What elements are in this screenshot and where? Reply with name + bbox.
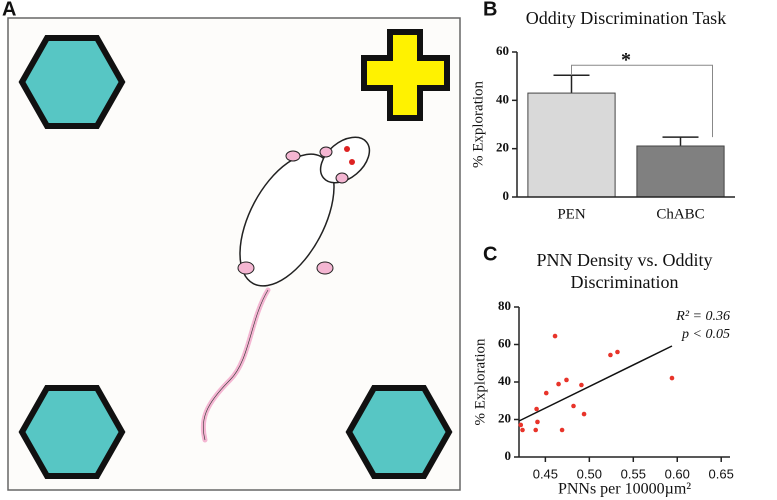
significance-star: * [621, 49, 631, 71]
point [556, 381, 561, 387]
y-tick-label: 60 [498, 335, 511, 350]
point [559, 427, 565, 433]
point [669, 375, 675, 381]
point [615, 349, 620, 355]
chart-title: Oddity Discrimination Task [526, 8, 726, 28]
point [543, 390, 549, 396]
point [608, 352, 613, 358]
x-tick-label: 0.65 [709, 466, 734, 481]
y-tick-label: 60 [496, 43, 509, 58]
bar [636, 145, 725, 198]
y-tick-label: 20 [496, 140, 509, 155]
arena [7, 17, 461, 491]
point [535, 419, 540, 425]
trend-line [518, 345, 673, 422]
rat [200, 136, 371, 443]
chart-title: Discrimination [571, 272, 679, 292]
point [518, 422, 524, 428]
panel-label: C [483, 243, 497, 265]
point [552, 333, 558, 339]
x-tick-label: 0.45 [533, 466, 558, 481]
y-tick-label: 0 [505, 448, 512, 463]
y-axis-label: % Exploration [472, 338, 488, 426]
p-value: p < 0.05 [681, 327, 730, 342]
x-tick-label: 0.55 [621, 466, 646, 481]
x-tick-label: 0.50 [577, 466, 602, 481]
hexagon [345, 385, 453, 479]
hexagon [18, 385, 126, 479]
point [533, 427, 539, 433]
y-tick-label: 40 [498, 373, 511, 388]
hexagon [18, 35, 126, 129]
x-tick-label: ChABC [656, 206, 704, 222]
x-axis-label: PNNs per 10000µm² [558, 481, 691, 498]
point [581, 411, 587, 417]
panel-label: B [483, 0, 497, 20]
y-tick-label: 0 [503, 188, 510, 203]
cross [361, 29, 450, 121]
bar [527, 92, 616, 198]
y-tick-label: 40 [496, 91, 509, 106]
y-tick-label: 80 [498, 298, 511, 313]
panel-label: A [2, 0, 16, 20]
significance-bracket [571, 64, 713, 138]
y-tick-label: 20 [498, 410, 511, 425]
point [520, 427, 525, 433]
x-tick-label: 0.60 [665, 466, 690, 481]
chart-title: PNN Density vs. Oddity [536, 250, 712, 270]
point [564, 377, 569, 383]
point [534, 406, 539, 412]
point [579, 382, 584, 388]
r-squared: R² = 0.36 [675, 309, 730, 324]
y-axis-label: % Exploration [470, 80, 486, 168]
x-tick-label: PEN [557, 206, 586, 222]
point [571, 403, 576, 409]
